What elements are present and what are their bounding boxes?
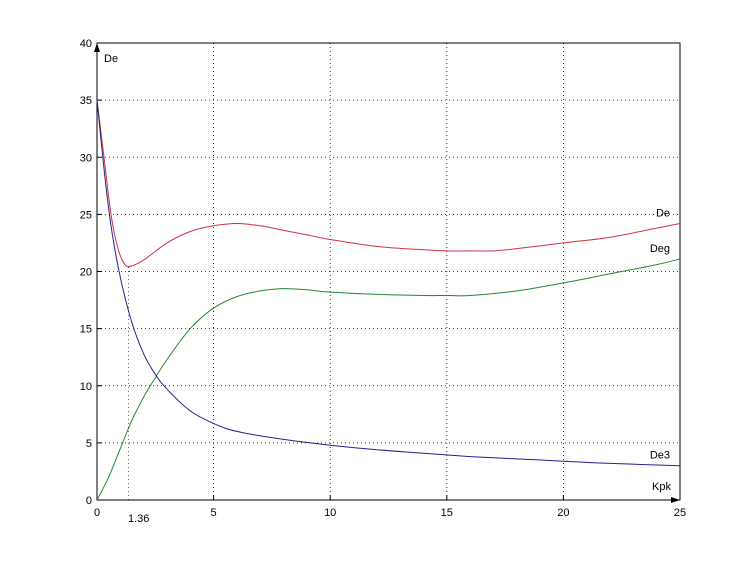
x-tick-label: 25	[674, 507, 686, 519]
series-line-de	[96, 100, 681, 268]
x-axis-arrow	[671, 497, 680, 503]
plot-frame	[96, 42, 681, 501]
x-tick-label: 0	[94, 507, 100, 519]
y-tick-label: 35	[80, 95, 92, 107]
y-tick-label: 20	[80, 267, 92, 279]
series-label-deg: Deg	[650, 243, 670, 255]
annotations: 1.36	[128, 265, 149, 525]
series-lines	[96, 100, 681, 501]
y-tick-label: 10	[80, 381, 92, 393]
y-tick-label: 5	[86, 438, 92, 450]
x-tick-label: 10	[324, 507, 336, 519]
y-tick-label: 0	[86, 495, 92, 507]
y-axis-arrow	[94, 43, 100, 52]
y-tick-label: 15	[80, 324, 92, 336]
grid	[97, 43, 680, 500]
series-line-de3	[96, 100, 681, 467]
tick-labels: 0 5 10 15 20 25 0 5 10 15 20 25 30 35 40	[80, 38, 686, 519]
annotation-label: 1.36	[128, 513, 149, 525]
series-label-de3: De3	[650, 450, 670, 462]
y-tick-label: 25	[80, 209, 92, 221]
y-tick-label: 30	[80, 152, 92, 164]
x-tick-label: 5	[211, 507, 217, 519]
series-line-deg	[96, 258, 681, 501]
y-axis-label: De	[104, 53, 118, 65]
x-tick-label: 15	[441, 507, 453, 519]
series-label-de: De	[656, 208, 670, 220]
x-axis-label: Kpk	[652, 481, 671, 493]
x-tick-label: 20	[557, 507, 569, 519]
series-labels: De Deg De3	[650, 208, 670, 462]
y-tick-label: 40	[80, 38, 92, 50]
